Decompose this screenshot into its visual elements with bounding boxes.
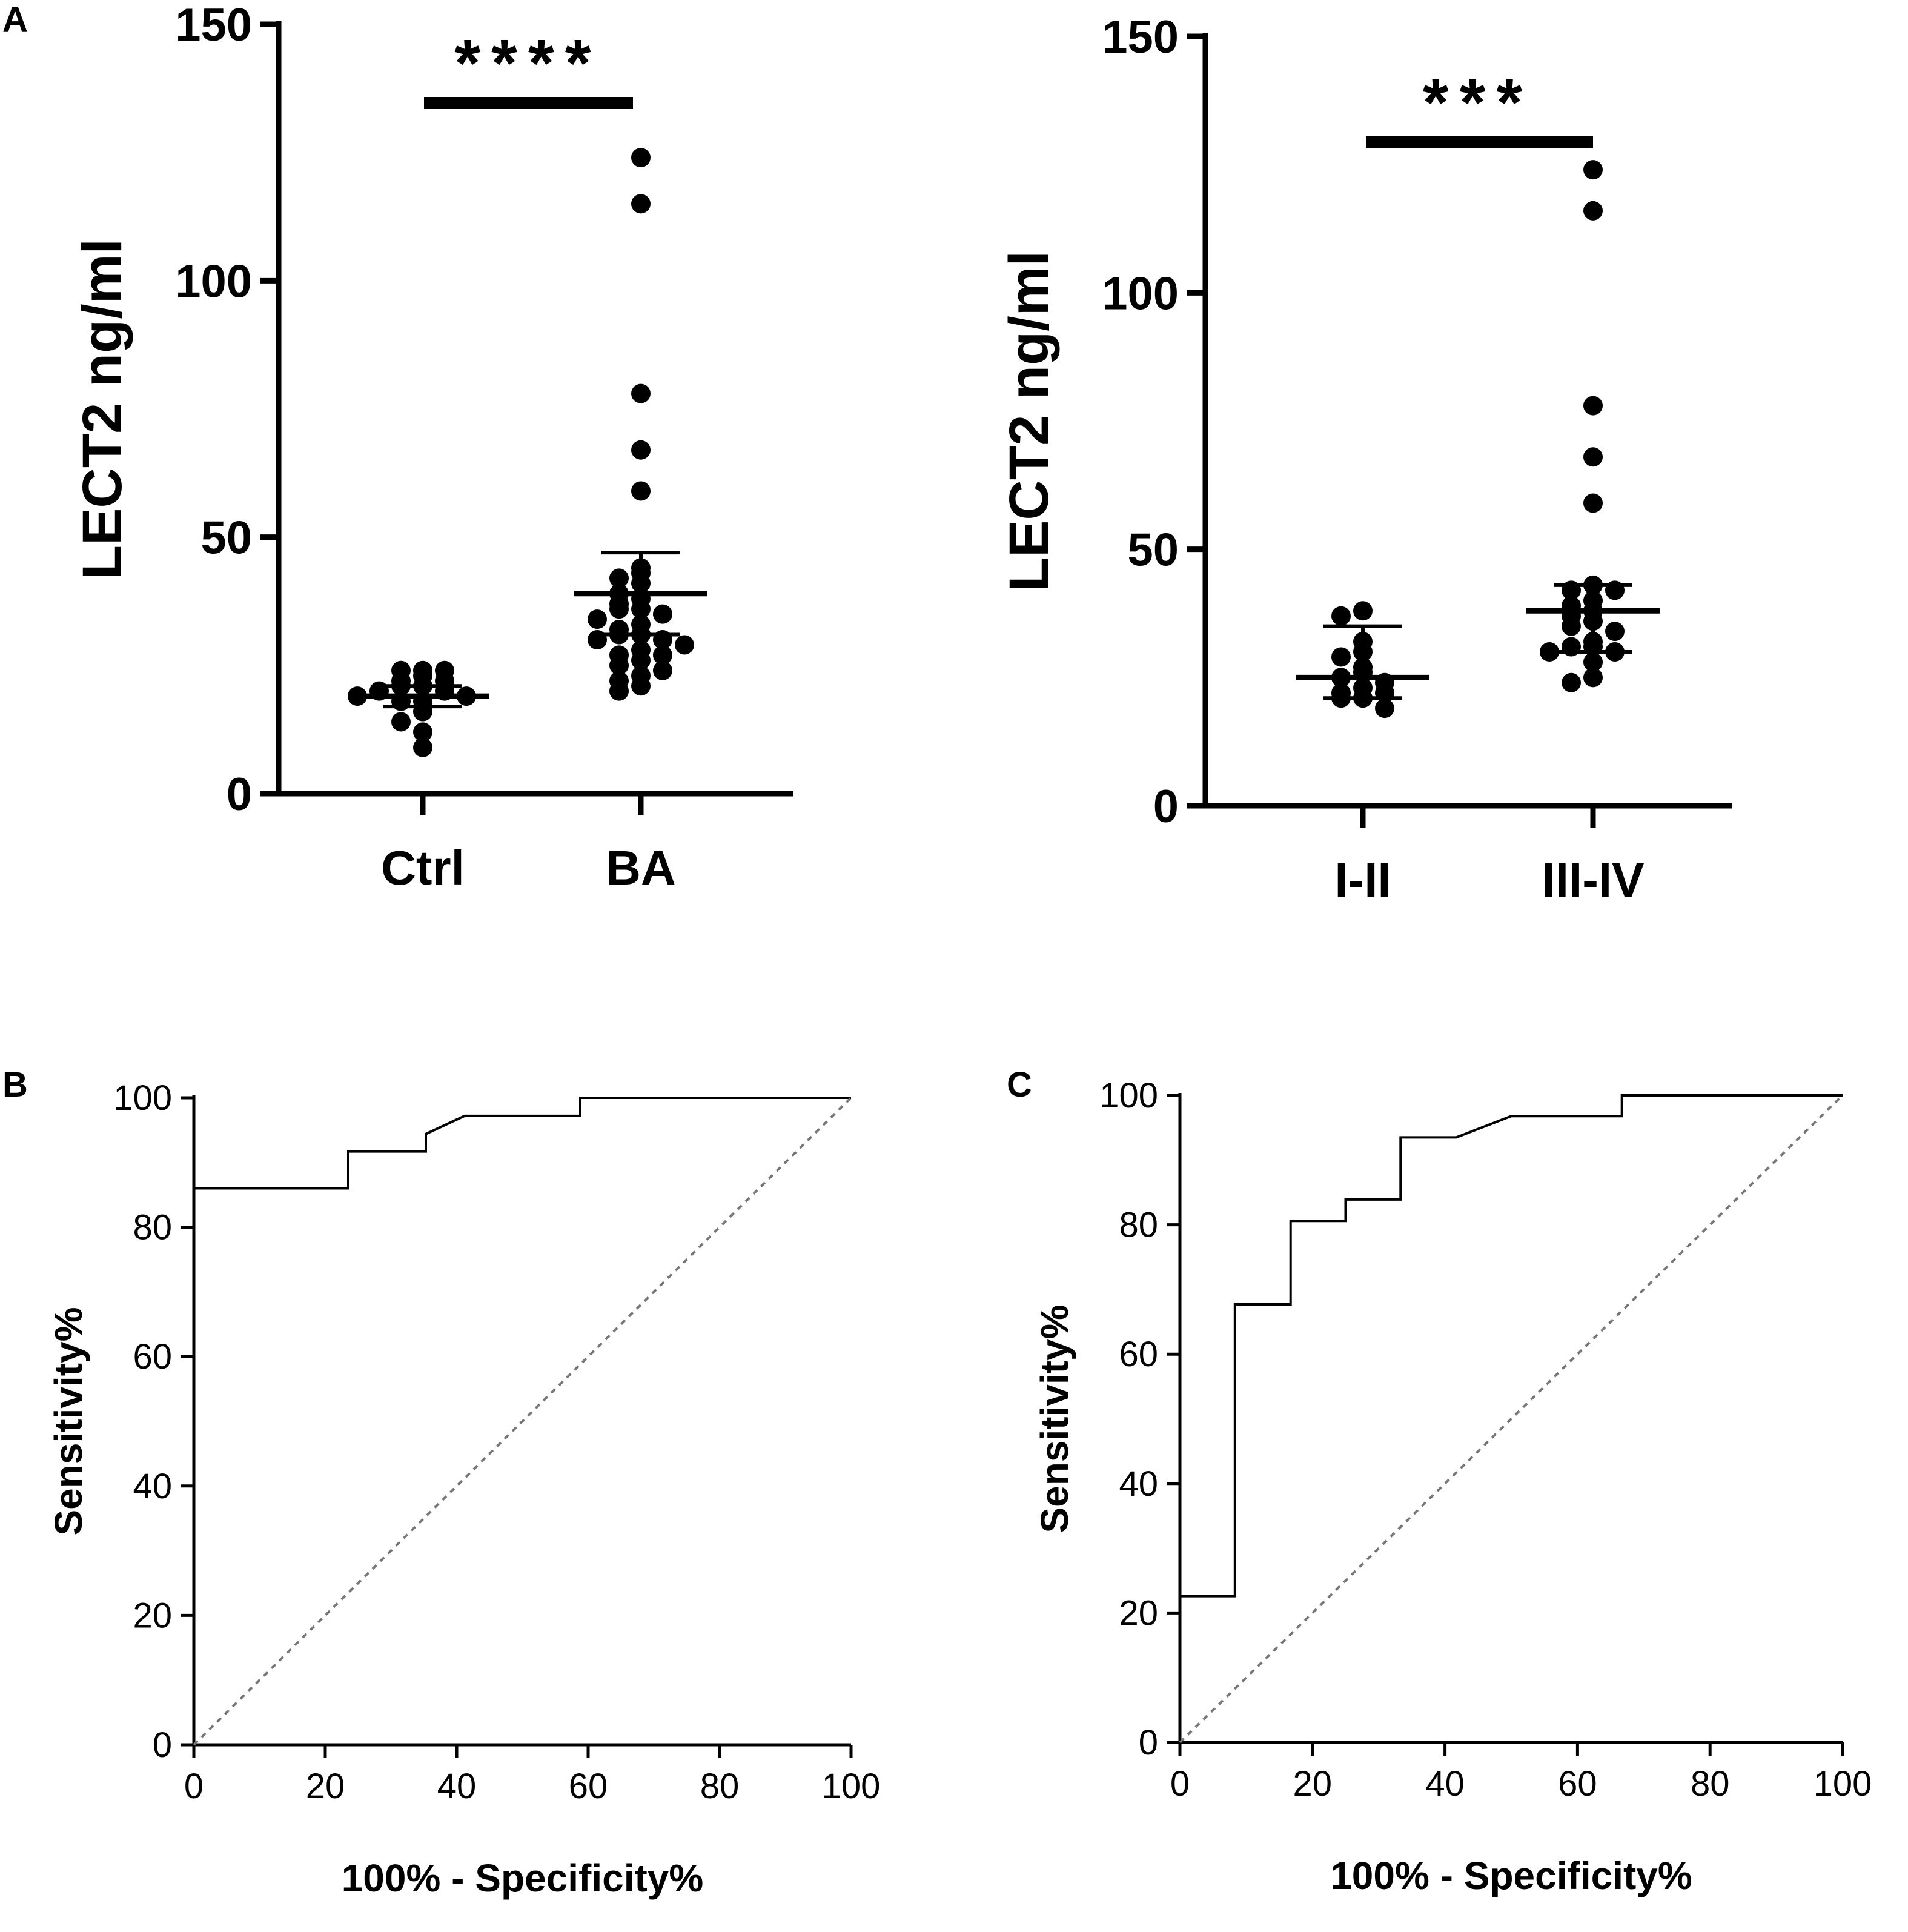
x-tick-label: 20 (306, 1767, 345, 1806)
x-tick-label: 60 (1558, 1764, 1597, 1804)
data-point (631, 440, 651, 460)
data-point (609, 681, 629, 701)
category-label: Ctrl (381, 841, 465, 895)
data-point (588, 609, 607, 629)
reference-line (193, 1097, 852, 1746)
roc-curve (1180, 1094, 1843, 1598)
data-point (631, 194, 651, 214)
data-point (1375, 699, 1394, 719)
data-point (631, 650, 651, 670)
data-point (1605, 622, 1625, 642)
significance-stars: *** (1423, 65, 1533, 140)
y-tick-label: 100 (1099, 1076, 1158, 1115)
data-point (609, 599, 629, 619)
x-tick-label: 40 (1425, 1764, 1465, 1804)
data-point (1583, 447, 1603, 467)
y-tick-label: 20 (133, 1596, 172, 1635)
y-tick-label: 50 (1127, 525, 1179, 576)
reference-line (1179, 1094, 1844, 1744)
y-tick-label: 80 (133, 1208, 172, 1247)
x-tick-label: 80 (1691, 1764, 1730, 1804)
y-tick-label: 60 (1119, 1335, 1158, 1374)
data-point (631, 676, 651, 696)
data-point (631, 148, 651, 168)
category-label: III-IV (1542, 853, 1645, 907)
category-label: I-II (1334, 853, 1391, 907)
y-tick-label: 80 (1119, 1206, 1158, 1245)
roc-curve (194, 1097, 851, 1190)
data-point (1583, 160, 1603, 180)
y-axis-label: LECT2 ng/ml (71, 239, 133, 579)
x-tick-label: 60 (569, 1767, 608, 1806)
data-point (1583, 493, 1603, 513)
data-point (1331, 647, 1351, 667)
data-point (1353, 601, 1373, 621)
y-tick-label: 150 (175, 0, 252, 51)
data-point (653, 604, 672, 624)
data-point (1583, 668, 1603, 688)
y-tick-label: 150 (1102, 12, 1179, 63)
y-tick-label: 100 (175, 256, 252, 307)
y-tick-label: 50 (200, 513, 252, 564)
data-point (653, 660, 672, 680)
data-point (391, 712, 411, 732)
x-axis-label: 100% - Specificity% (1330, 1854, 1692, 1897)
roc-plot-1: 0 20 40 60 80 100 0 20 40 60 80 100 Sensitivity% 100%… (1033, 1076, 1872, 1897)
data-point (413, 722, 432, 742)
x-tick-label: 0 (184, 1767, 204, 1806)
data-point (1583, 652, 1603, 672)
data-point (631, 383, 651, 403)
data-point (675, 635, 694, 655)
y-tick-label: 0 (227, 769, 252, 820)
scatter-plot-1: 0 50 100 150 LECT2 ng/ml I-II III-IV *** (998, 12, 1732, 907)
data-point (413, 737, 432, 757)
x-tick-label: 40 (437, 1767, 477, 1806)
data-point (1562, 616, 1581, 636)
data-point (609, 568, 629, 588)
data-point (1583, 201, 1603, 221)
y-tick-label: 100 (1102, 268, 1179, 319)
y-tick-label: 0 (1139, 1723, 1158, 1762)
data-point (1583, 396, 1603, 416)
y-axis-label: Sensitivity% (1033, 1304, 1076, 1533)
category-label: BA (606, 841, 676, 895)
y-tick-label: 0 (1153, 781, 1179, 832)
y-tick-label: 100 (113, 1078, 172, 1118)
y-tick-label: 0 (153, 1725, 172, 1765)
data-point (1540, 642, 1559, 662)
data-point (1331, 606, 1351, 626)
y-tick-label: 40 (1119, 1464, 1158, 1504)
y-axis-label: LECT2 ng/ml (998, 251, 1060, 591)
data-point (1562, 672, 1581, 692)
y-tick-label: 60 (133, 1337, 172, 1376)
x-axis-label: 100% - Specificity% (342, 1856, 704, 1900)
data-point (609, 656, 629, 676)
panel-letter-b: B (2, 1065, 28, 1104)
scatter-plot-0: 0 50 100 150 LECT2 ng/ml Ctrl BA **** (71, 0, 793, 895)
significance-stars: **** (454, 26, 601, 101)
x-tick-label: 0 (1170, 1764, 1190, 1804)
x-tick-label: 20 (1293, 1764, 1333, 1804)
y-tick-label: 40 (133, 1467, 172, 1506)
panel-letter-a: A (2, 0, 28, 39)
panel-letter-c: C (1007, 1065, 1032, 1104)
x-tick-label: 100 (1814, 1764, 1872, 1804)
y-axis-label: Sensitivity% (47, 1307, 90, 1535)
data-point (631, 481, 651, 501)
x-tick-label: 100 (822, 1767, 881, 1806)
x-tick-label: 80 (700, 1767, 740, 1806)
data-point (653, 645, 672, 665)
y-tick-label: 20 (1119, 1593, 1158, 1633)
roc-plot-0: 0 20 40 60 80 100 0 20 40 60 80 100 Sensitivity% 100%… (47, 1078, 880, 1900)
charts: 0 50 100 150 LECT2 ng/ml Ctrl BA **** 0 50 100 150 L… (47, 0, 1872, 1900)
